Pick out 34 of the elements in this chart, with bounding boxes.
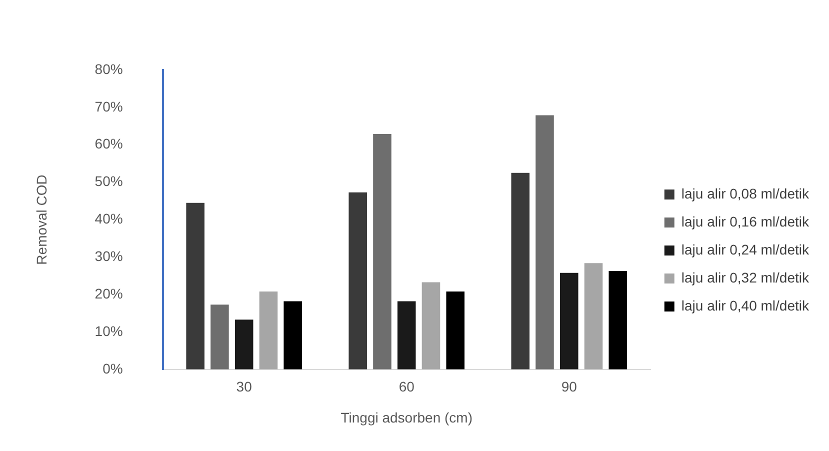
y-tick-label: 50%: [94, 173, 123, 190]
x-axis-title: Tinggi adsorben (cm): [340, 409, 472, 426]
bar: [348, 192, 367, 370]
y-tick-label: 70%: [94, 98, 123, 114]
legend-label: laju alir 0,08 ml/detik: [681, 185, 810, 202]
y-tick-label: 60%: [94, 136, 123, 152]
bar: [608, 270, 628, 370]
y-tick-label: 30%: [94, 248, 123, 264]
y-tick-label: 0%: [102, 360, 123, 376]
y-tick-label: 80%: [94, 60, 123, 77]
bar: [234, 320, 254, 370]
y-axis-title: Removal COD: [33, 174, 50, 265]
bar: [284, 301, 302, 370]
bar: [210, 304, 229, 370]
legend-label: laju alir 0,16 ml/detik: [681, 213, 810, 230]
x-tick-label: 60: [398, 378, 415, 395]
bar: [511, 172, 530, 370]
bar: [397, 301, 416, 370]
bar: [259, 292, 278, 370]
y-tick-label: 10%: [94, 322, 123, 339]
bar: [373, 134, 392, 370]
x-tick-label: 90: [561, 378, 578, 395]
legend-label: laju alir 0,40 ml/detik: [681, 297, 810, 314]
legend-label: laju alir 0,24 ml/detik: [681, 241, 810, 258]
bar: [422, 282, 440, 370]
x-tick-label: 30: [236, 378, 252, 395]
legend-label: laju alir 0,32 ml/detik: [681, 269, 810, 286]
y-tick-label: 20%: [94, 285, 123, 302]
bar: [186, 202, 204, 370]
bar: [536, 115, 554, 370]
bar: [560, 272, 578, 370]
bar: [446, 292, 464, 370]
y-tick-label: 40%: [94, 210, 123, 227]
bar: [584, 263, 603, 370]
